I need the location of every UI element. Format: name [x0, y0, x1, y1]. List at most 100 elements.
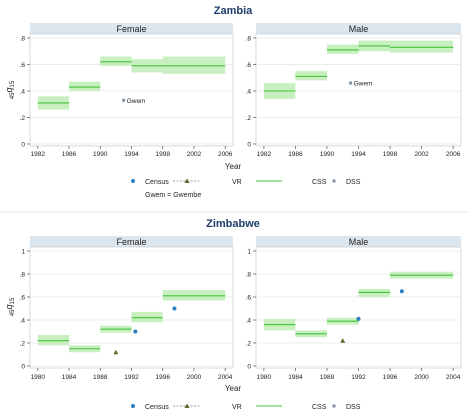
legend-vr-marker: [184, 178, 190, 183]
panel-title: Male: [349, 24, 369, 34]
y-label-sub-right: 15: [10, 297, 16, 304]
x-tick-label: 1998: [155, 151, 170, 158]
x-tick-label: 1980: [257, 374, 272, 381]
legend-css-label: CSS: [312, 179, 327, 186]
x-tick-label: 1996: [383, 374, 398, 381]
dss-point: [122, 98, 126, 102]
x-tick-label: 1984: [62, 374, 77, 381]
css-ci-band: [390, 40, 454, 53]
legend-note: Gwem = Gwembe: [145, 192, 201, 199]
panel-strip: [256, 236, 461, 247]
x-tick-label: 2002: [187, 151, 202, 158]
panel-strip: [256, 23, 461, 34]
y-tick-label: .8: [246, 272, 252, 279]
x-tick-label: 1982: [257, 151, 272, 158]
css-ci-band: [162, 56, 226, 74]
css-ci-band: [69, 81, 101, 91]
dss-point-label: Gwem: [127, 98, 146, 105]
y-tick-label: .4: [20, 89, 26, 96]
panel-strip: [30, 23, 233, 34]
legend-vr-label: VR: [232, 404, 242, 411]
x-tick-label: 1998: [383, 151, 398, 158]
css-ci-band: [326, 44, 359, 54]
x-tick-label: 1992: [351, 374, 366, 381]
y-label-q: q: [4, 304, 14, 309]
x-tick-label: 1996: [155, 374, 170, 381]
legend-census-marker: [131, 404, 135, 408]
y-tick-label: 0: [21, 142, 25, 149]
x-tick-label: 1990: [93, 151, 108, 158]
y-tick-label: .4: [246, 89, 252, 96]
chart-title: Zimbabwe: [206, 218, 260, 230]
y-axis-label: 45q15: [4, 80, 16, 99]
panel-male: Male 0 .2 .4 .6 .8 1 1980 1984 1988 1992 1996 2000 20…: [246, 236, 462, 381]
css-ci-band: [162, 290, 226, 301]
y-label-sub-left: 45: [10, 309, 16, 316]
panel-female: Female 0 .2 .4 .6 .8 1 1980 1984 1988 1992 1996 2000…: [20, 236, 234, 381]
x-tick-label: 1984: [288, 374, 303, 381]
x-tick-label: 2004: [446, 374, 461, 381]
css-ci-band: [295, 71, 327, 81]
y-tick-label: .8: [20, 272, 26, 279]
y-tick-label: .6: [246, 295, 252, 302]
y-tick-label: .2: [246, 115, 252, 122]
plot-area: [255, 246, 462, 369]
dss-point: [349, 81, 353, 85]
css-ci-band: [100, 56, 132, 66]
y-tick-label: .4: [246, 318, 252, 325]
x-tick-label: 1980: [31, 374, 46, 381]
panel-title: Female: [116, 24, 146, 34]
x-tick-label: 2002: [414, 151, 429, 158]
panel-strip: [30, 236, 233, 247]
x-tick-label: 2006: [446, 151, 461, 158]
css-ci-band: [37, 334, 70, 346]
y-tick-label: .2: [20, 115, 26, 122]
x-tick-label: 1994: [351, 151, 366, 158]
y-tick-label: .4: [20, 318, 26, 325]
vr-point: [113, 349, 119, 355]
y-label-q: q: [4, 87, 14, 92]
dss-point-label: Gwem: [354, 81, 373, 88]
census-point: [356, 316, 361, 321]
legend-vr-marker: [184, 403, 190, 408]
legend-census-label: Census: [145, 404, 169, 411]
x-axis-label: Year: [225, 162, 242, 171]
census-point: [399, 289, 404, 294]
legend-vr-label: VR: [232, 179, 242, 186]
legend-css-label: CSS: [312, 404, 327, 411]
y-tick-label: .6: [246, 62, 252, 69]
panel-female: Female 0 .2 .4 .6 .8 1982 1986 1990 1994 1998 2002 2…: [20, 23, 234, 158]
css-ci-band: [131, 311, 163, 323]
y-tick-label: 1: [247, 249, 251, 256]
y-tick-label: .8: [20, 36, 26, 43]
x-tick-label: 2000: [414, 374, 429, 381]
y-label-sub-left: 45: [10, 92, 16, 99]
y-tick-label: 0: [21, 364, 25, 371]
x-tick-label: 1982: [31, 151, 46, 158]
census-point: [133, 329, 138, 334]
legend-dss-marker: [332, 404, 336, 408]
x-tick-label: 1988: [320, 374, 335, 381]
x-tick-label: 2006: [218, 151, 233, 158]
plot-area: [29, 33, 234, 147]
legend-census-label: Census: [145, 179, 169, 186]
x-tick-label: 1990: [320, 151, 335, 158]
chart-0: Zambia 45q15 Female 0 .2 .4 .6 .8 1982 1986 1990 19…: [4, 5, 462, 199]
panel-male: Male 0 .2 .4 .6 .8 1982 1986 1990 1994 1998 2002 200…: [246, 23, 462, 158]
y-tick-label: 1: [21, 249, 25, 256]
x-tick-label: 1986: [288, 151, 303, 158]
x-tick-label: 2004: [218, 374, 233, 381]
css-ci-band: [358, 288, 391, 297]
y-axis-label: 45q15: [4, 297, 16, 316]
panel-title: Male: [349, 237, 369, 247]
y-tick-label: .2: [20, 341, 26, 348]
legend-dss-marker: [332, 179, 336, 183]
legend: Census VR CSS DSS: [131, 403, 361, 411]
legend-census-marker: [131, 179, 135, 183]
y-tick-label: .8: [246, 36, 252, 43]
legend-dss-label: DSS: [346, 179, 361, 186]
legend: Census VR CSS DSS Gwem = Gwembe: [131, 178, 361, 199]
chart-title: Zambia: [214, 5, 253, 17]
legend-dss-label: DSS: [346, 404, 361, 411]
